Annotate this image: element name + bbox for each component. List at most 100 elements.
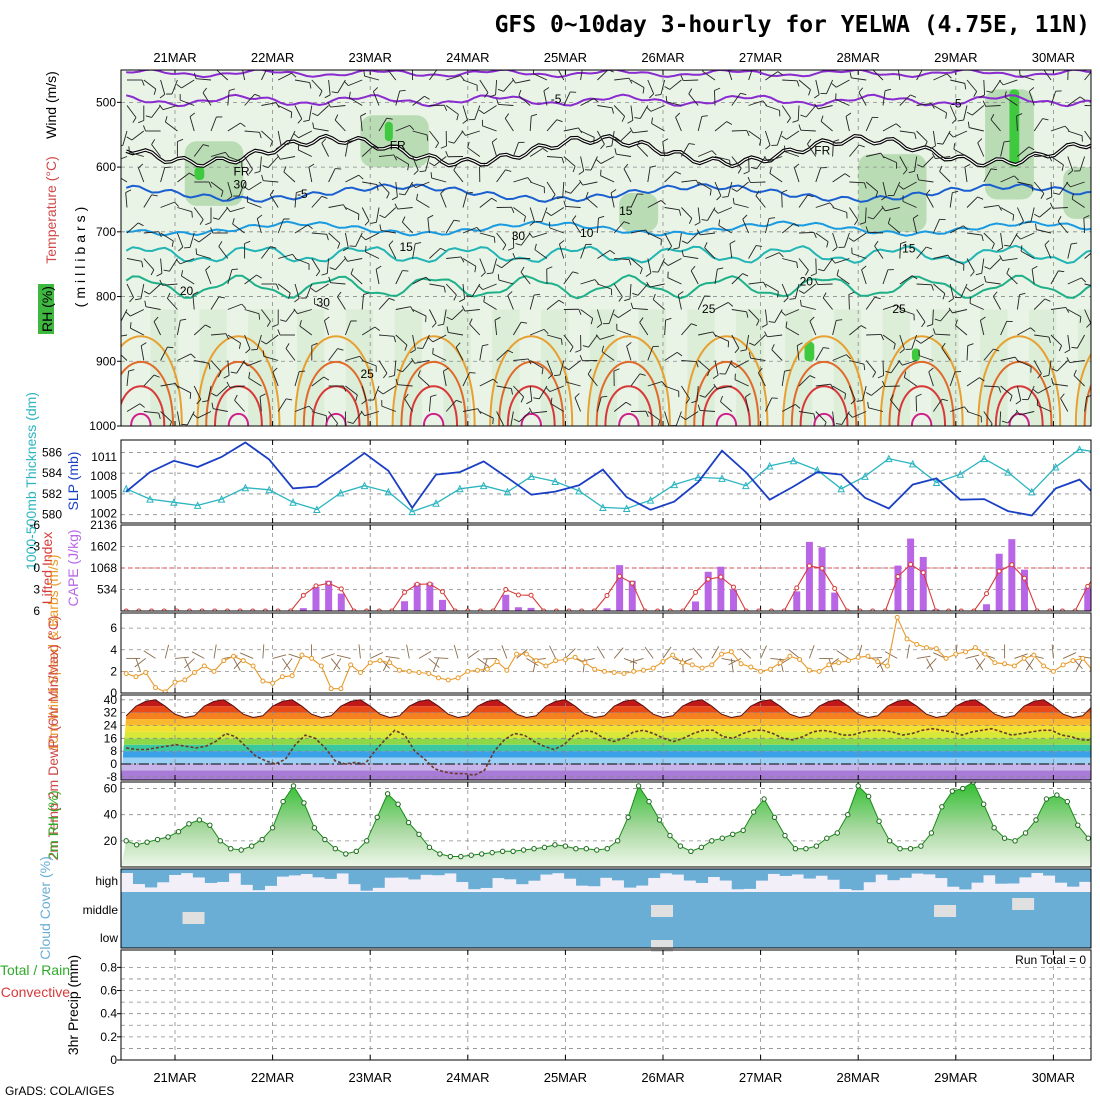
rh-point	[186, 821, 192, 827]
wind-speed-point	[689, 662, 695, 668]
wind-barb	[926, 658, 937, 669]
wind-barb	[549, 645, 557, 659]
thickness-point	[956, 470, 965, 478]
cloud-level-middle: middle	[83, 903, 119, 917]
lifted-index-point	[427, 581, 433, 587]
wind-barb	[281, 658, 291, 671]
wind-speed-point	[1011, 663, 1017, 669]
rh-point	[123, 838, 129, 844]
rh-point	[730, 831, 736, 838]
wind-barb	[333, 658, 342, 671]
wind-speed-point	[192, 669, 198, 675]
wind-speed-point	[953, 651, 959, 657]
rh-point	[269, 825, 276, 831]
cloud-high-cell	[1007, 869, 1020, 884]
wind-speed-point	[650, 665, 656, 671]
thickness-point	[503, 487, 512, 496]
wind-barb	[788, 649, 800, 659]
wind-speed-point	[738, 661, 744, 667]
wind-tick-label: 0	[110, 686, 117, 700]
wind-speed-point	[250, 663, 256, 669]
date-label-top: 23MAR	[349, 50, 392, 65]
rh-point	[771, 814, 778, 821]
cloud-high-cell	[815, 869, 828, 876]
cloud-high-cell	[336, 869, 349, 874]
rh-point	[761, 796, 767, 802]
wind-barb	[174, 656, 189, 659]
rh-point	[876, 818, 882, 824]
date-label-top: 27MAR	[739, 50, 782, 65]
wind-tick-label: 6	[110, 621, 117, 635]
rh-point	[175, 828, 182, 835]
wind-speed-point	[836, 660, 842, 666]
wind-speed-point	[728, 649, 734, 655]
rh-point	[1075, 822, 1081, 828]
wind-speed-point	[933, 646, 939, 652]
wind-speed-point	[211, 668, 217, 674]
wind-speed-point	[592, 666, 598, 672]
contour-label: 10	[580, 226, 594, 240]
cape-bar	[325, 580, 333, 611]
wind-speed-point	[797, 656, 803, 662]
wind-speed-point	[172, 679, 178, 685]
rh-point	[907, 845, 914, 852]
cloud-high-cell	[983, 869, 996, 876]
lifted-index-point	[503, 586, 509, 592]
cape-bar	[527, 607, 535, 611]
wind-speed-point	[572, 654, 578, 660]
rh-point	[677, 843, 684, 849]
cloud-high-cell	[767, 869, 780, 874]
cape-tick-label: 1068	[90, 561, 117, 575]
rh-point	[228, 845, 234, 852]
wind-barb	[288, 653, 303, 659]
rh-point	[144, 839, 150, 845]
temperature-band	[121, 738, 1091, 745]
wind-barb	[1051, 644, 1054, 659]
thickness-point	[789, 456, 798, 465]
rh-point	[834, 830, 840, 836]
wind-speed-point	[523, 651, 529, 657]
date-label-bottom: 22MAR	[251, 1070, 294, 1085]
cape-bar	[413, 583, 421, 611]
contour-label: 15	[902, 241, 916, 255]
wind-barb	[453, 644, 459, 659]
wind-speed-point	[162, 689, 168, 693]
wind-speed-point	[143, 669, 149, 675]
wind-speed-point	[631, 668, 637, 674]
wind-speed-point	[338, 686, 344, 692]
temperature-band	[121, 719, 1091, 726]
rh-point	[845, 811, 851, 818]
top-date-axis: 21MAR 22MAR 23MAR 24MAR 25MAR 26MAR 27MAR 28MAR…	[153, 50, 1075, 65]
wind-barb	[358, 644, 361, 659]
lifted-index-point	[629, 580, 635, 586]
wind-speed-point	[777, 660, 783, 666]
precip-tick-label: 0	[110, 1053, 117, 1067]
wind-speed-point	[279, 674, 285, 680]
pressure-tick-label: 1000	[89, 419, 116, 433]
wind-speed-point	[816, 668, 822, 674]
wind-legend-label: Wind (m/s)	[43, 71, 59, 139]
wind-speed-point	[884, 663, 890, 669]
rh-point	[259, 836, 265, 843]
pressure-tick-label: 800	[96, 290, 116, 304]
thickness-point	[241, 483, 250, 492]
wind-speed-point	[709, 662, 715, 668]
wind-barb	[240, 652, 254, 659]
thickness-point	[885, 454, 893, 463]
cape-bar	[704, 571, 712, 611]
cloud-high-cell	[216, 869, 230, 882]
cape-tick-label: 1602	[90, 540, 117, 554]
lifted-index-point	[414, 581, 420, 587]
wind-speed-point	[270, 680, 276, 686]
li-tick-label: -6	[29, 518, 40, 532]
contour-label: -5	[551, 92, 562, 106]
wind-speed-point	[426, 671, 432, 677]
thickness-ylabel: 1000-500mb Thickness (dm)	[23, 392, 39, 570]
rh-point	[1001, 835, 1008, 841]
thickness-point	[527, 472, 536, 480]
wind-speed-point	[660, 659, 666, 665]
rh-point	[667, 832, 673, 839]
thickness-point	[980, 454, 988, 463]
cloud-high-cell	[923, 869, 936, 875]
